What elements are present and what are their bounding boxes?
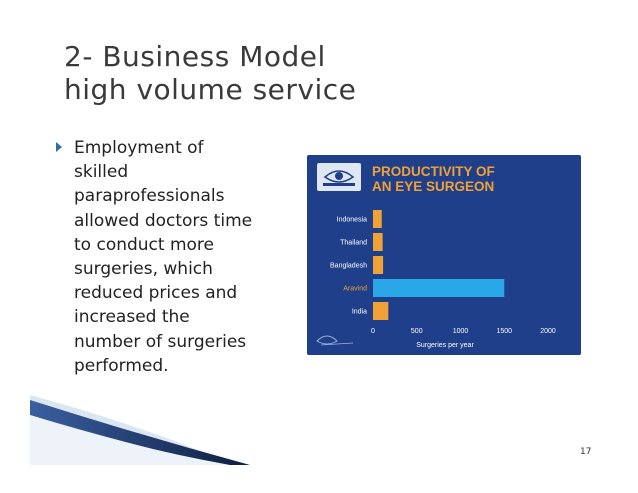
slide-title: 2- Business Model high volume service: [64, 40, 464, 106]
category-label-india: India: [352, 309, 367, 316]
bar-india: [373, 302, 389, 320]
x-tick-label: 1500: [496, 328, 512, 335]
category-label-thailand: Thailand: [340, 240, 367, 247]
chart-title-line: PRODUCTIVITY OF: [372, 164, 495, 179]
x-tick-labels: 0 500 1000 1500 2000: [371, 328, 556, 335]
chart-title: PRODUCTIVITY OF AN EYE SURGEON: [372, 164, 495, 194]
bullet-line: skilled: [74, 162, 129, 183]
bullet-line: surgeries, which: [74, 259, 213, 280]
decorative-wave-icon: [30, 395, 250, 465]
chart-title-line: AN EYE SURGEON: [372, 179, 495, 194]
x-tick-label: 500: [411, 328, 423, 335]
page-number: 17: [580, 447, 592, 457]
category-label-bangladesh: Bangladesh: [330, 263, 367, 270]
bar-indonesia: [373, 210, 382, 228]
bar-bangladesh: [373, 256, 384, 274]
bullet-line: increased the: [74, 307, 190, 328]
x-axis-label: Surgeries per year: [416, 342, 474, 349]
x-tick-label: 1000: [453, 328, 469, 335]
title-line-2: high volume service: [64, 73, 357, 106]
chart-panel: PRODUCTIVITY OF AN EYE SURGEON Indonesia…: [307, 155, 581, 355]
bullet-line: reduced prices and: [74, 283, 238, 304]
category-label-aravind: Aravind: [343, 286, 367, 293]
x-tick-label: 0: [371, 328, 375, 335]
x-tick-label: 2000: [540, 328, 556, 335]
bullet-line: to conduct more: [74, 234, 215, 255]
bullet-line: performed.: [74, 355, 169, 376]
aravind-logo-icon: [317, 163, 361, 191]
category-label-indonesia: Indonesia: [337, 217, 367, 224]
bullet-text: Employment of skilled paraprofessionals …: [74, 136, 252, 378]
bullet-line: Employment of: [74, 138, 204, 158]
bullet-line: number of surgeries: [74, 331, 247, 352]
chart-plot: IndonesiaThailandBangladeshAravindIndia …: [316, 210, 556, 349]
bar-thailand: [373, 233, 383, 251]
bars-group: [373, 210, 505, 320]
category-labels: Indonesia Thailand Bangladesh Aravind India: [330, 217, 367, 316]
bar-aravind: [373, 279, 505, 297]
footer-logo-icon: [316, 335, 354, 346]
title-line-1: 2- Business Model: [64, 40, 326, 73]
bullet-arrow-icon: [56, 142, 62, 152]
bullet-line: paraprofessionals: [74, 186, 225, 207]
bullet-line: allowed doctors time: [74, 210, 253, 231]
